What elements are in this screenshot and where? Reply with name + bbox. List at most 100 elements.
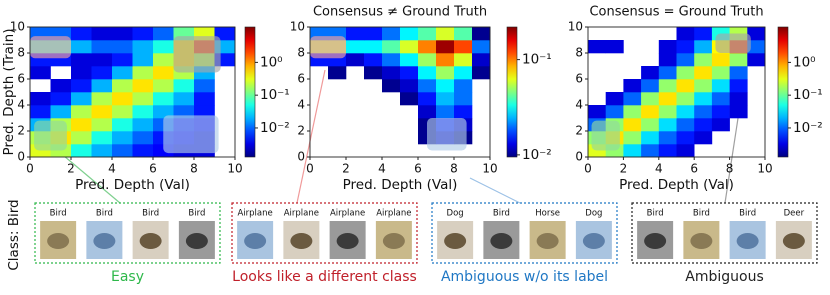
heat-cell [71,144,92,158]
y-tick-label: 0 [575,150,583,164]
x-tick-label: 2 [67,162,75,176]
heat-cell [132,79,154,93]
heat-cell [91,131,113,145]
heat-cell [91,40,113,54]
y-tick-label: 10 [568,20,583,34]
heat-cell [400,40,419,54]
image-label: Bird [50,209,67,219]
heat-cell [694,79,713,93]
heat-cell [658,53,677,67]
heat-cell [132,105,154,119]
heat-cell [71,92,92,106]
colorbar-tick-label: 10⁻¹ [260,87,290,103]
x-axis-label: Pred. Depth (Val) [343,177,458,193]
y-tick-label: 6 [17,72,25,86]
heat-cell [418,79,437,93]
heat-cell [418,92,437,106]
colorbar-tick-label: 10⁻¹ [522,52,552,68]
heat-cell [382,27,401,41]
colorbar [777,26,789,158]
image-label: Bird [739,209,756,219]
x-tick-label: 10 [482,162,497,176]
heat-cell [676,66,695,80]
image-label: Dog [585,209,602,219]
heat-cell [641,66,660,80]
connector [296,69,326,204]
y-tick-label: 2 [297,124,305,138]
heat-cell [71,131,92,145]
heat-cell [694,105,713,119]
heat-cell [153,92,174,106]
image-subject [382,233,405,249]
heat-cell [623,144,642,158]
plot-frame [29,26,236,158]
heat-cell [91,66,113,80]
heat-cell [729,53,748,67]
x-tick-label: 0 [26,162,34,176]
colorbar-tick-label: 10⁰ [793,54,816,70]
highlight-region [715,33,751,53]
heat-cell [112,53,133,67]
image-subject [782,233,805,249]
highlight-region [310,36,346,59]
heat-cell [400,92,419,106]
x-tick-label: 0 [306,162,314,176]
heat-cell [112,27,133,41]
heat-cell [71,27,92,41]
highlight-region [34,120,67,151]
image-subject [736,233,759,249]
heat-cell [623,118,642,132]
heat-cell [694,27,713,41]
panel-caption: Looks like a different class [232,269,417,285]
highlight-region [591,120,620,151]
heat-cell [729,79,748,93]
heat-cell [50,79,72,93]
heat-cell [91,53,113,67]
heat-cell [91,105,113,119]
heat-cell [694,40,713,54]
y-tick-label: 8 [297,46,305,60]
heat-cell [694,92,713,106]
heat-cell [91,92,113,106]
heat-cell [418,66,437,80]
image-subject [244,233,267,249]
heat-cell [676,131,695,145]
x-tick-label: 4 [108,162,116,176]
heat-cell [132,27,154,41]
heat-cell [658,66,677,80]
heat-cell [711,118,730,132]
heat-cell [346,27,365,41]
y-tick-label: 4 [17,98,25,112]
heat-cell [153,40,174,54]
image-subject [444,233,467,249]
y-tick-label: 10 [290,20,305,34]
x-tick-label: 6 [414,162,422,176]
x-tick-label: 2 [342,162,350,176]
y-tick-label: 0 [297,150,305,164]
y-tick-label: 6 [575,72,583,86]
x-tick-label: 6 [690,162,698,176]
heat-cell [400,27,419,41]
heat-cell [173,105,195,119]
panel-caption: Ambiguous w/o its label [441,269,608,285]
image-label: Bird [142,209,159,219]
heat-cell [694,53,713,67]
heat-cell [729,66,748,80]
heat-cell [112,118,133,132]
connector [469,177,521,204]
heat-cell [400,66,419,80]
heat-cell [747,27,766,41]
heat-cell [364,40,383,54]
heat-cell [588,40,606,54]
heat-cell [436,27,455,41]
x-tick-label: 6 [149,162,157,176]
heat-cell [436,66,455,80]
heat-cell [50,105,72,119]
plot-frame [309,26,491,158]
x-axis-label: Pred. Depth (Val) [75,177,190,193]
heat-cell [153,66,174,80]
highlight-region [30,36,71,59]
chart-title: Consensus ≠ Ground Truth [313,5,487,20]
heat-cell [153,27,174,41]
